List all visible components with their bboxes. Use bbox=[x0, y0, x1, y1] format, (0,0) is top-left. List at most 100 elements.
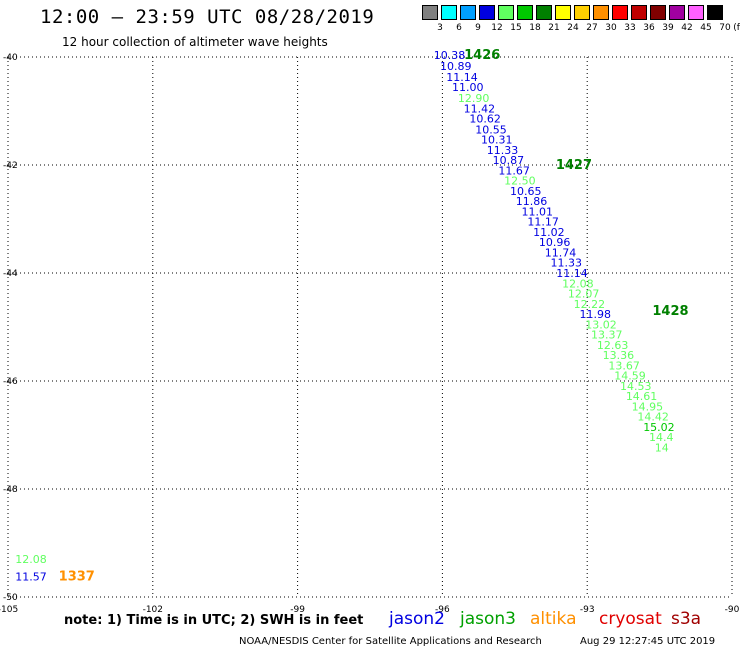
wave-height-value: 14.4 bbox=[649, 431, 674, 444]
footer-timestamp: Aug 29 12:27:45 UTC 2019 bbox=[580, 636, 716, 647]
legend-label: 45 bbox=[700, 23, 712, 33]
units-note: note: 1) Time is in UTC; 2) SWH is in fe… bbox=[64, 613, 364, 628]
y-tick-label: -50 bbox=[3, 593, 18, 603]
legend-label: 18 bbox=[529, 23, 541, 33]
legend-label: 30 bbox=[605, 23, 617, 33]
pass-number-label: 1428 bbox=[652, 304, 688, 319]
legend-label: 33 bbox=[624, 23, 636, 33]
legend-swatch bbox=[707, 5, 723, 20]
wave-height-value: 10.55 bbox=[475, 123, 507, 136]
legend-label: 24 bbox=[567, 23, 579, 33]
wave-height-value: 12.63 bbox=[597, 339, 629, 352]
y-tick-label: -48 bbox=[3, 485, 18, 495]
legend-swatch bbox=[631, 5, 647, 20]
y-tick-label: -44 bbox=[3, 269, 18, 279]
legend-swatch bbox=[612, 5, 628, 20]
pass-number-label: 1426 bbox=[464, 48, 500, 63]
legend-label: 36 bbox=[643, 23, 655, 33]
wave-height-value: 13.02 bbox=[585, 318, 617, 331]
wave-height-value: 10.89 bbox=[440, 60, 472, 73]
legend-swatch bbox=[650, 5, 666, 20]
x-tick-label: -93 bbox=[580, 605, 595, 615]
wave-height-value: 10.38 bbox=[434, 49, 466, 62]
wave-height-value: 11.67 bbox=[498, 164, 530, 177]
satellite-jason3-label: jason3 bbox=[460, 609, 516, 629]
satellite-cryosat-label: cryosat bbox=[599, 609, 662, 629]
pass-number-label: 1337 bbox=[59, 569, 95, 584]
x-tick-label: -105 bbox=[0, 605, 18, 615]
wave-height-value: 14.59 bbox=[614, 370, 646, 383]
legend-swatch bbox=[688, 5, 704, 20]
wave-height-value: 11.14 bbox=[556, 267, 588, 280]
legend-label: 3 bbox=[437, 23, 443, 33]
legend-swatch bbox=[555, 5, 571, 20]
x-tick-label: -90 bbox=[725, 605, 740, 615]
wave-height-value: 11.02 bbox=[533, 226, 565, 239]
wave-height-value: 13.37 bbox=[591, 329, 623, 342]
wave-height-value: 12.90 bbox=[458, 92, 490, 105]
wave-height-value: 14.53 bbox=[620, 380, 652, 393]
legend-label: 70 bbox=[719, 23, 731, 33]
wave-height-value: 10.62 bbox=[469, 113, 501, 126]
wave-height-value: 12.07 bbox=[568, 288, 600, 301]
wave-height-value: 11.57 bbox=[15, 570, 46, 583]
pass-number-label: 1427 bbox=[556, 158, 592, 173]
wave-height-value: 10.96 bbox=[539, 236, 571, 249]
wave-height-value: 14.42 bbox=[637, 411, 669, 424]
legend-swatch bbox=[593, 5, 609, 20]
wave-height-value: 11.14 bbox=[446, 71, 478, 84]
wave-height-value: 12.08 bbox=[15, 553, 46, 566]
wave-height-value: 11.98 bbox=[579, 308, 611, 321]
y-tick-label: -46 bbox=[3, 377, 18, 387]
map-title: 12:00 – 23:59 UTC 08/28/2019 bbox=[40, 6, 375, 28]
legend-swatch bbox=[479, 5, 495, 20]
legend-unit: (ft) bbox=[733, 23, 740, 33]
wave-height-value: 11.86 bbox=[516, 195, 548, 208]
legend-swatch bbox=[574, 5, 590, 20]
legend-swatch bbox=[422, 5, 438, 20]
wave-height-value: 13.67 bbox=[608, 359, 640, 372]
y-tick-label: -40 bbox=[3, 53, 18, 63]
wave-height-value: 11.00 bbox=[452, 81, 484, 94]
legend-label: 27 bbox=[586, 23, 598, 33]
wave-height-value: 15.02 bbox=[643, 421, 675, 434]
x-tick-label: -96 bbox=[435, 605, 450, 615]
wave-height-value: 11.74 bbox=[545, 246, 577, 259]
wave-height-value: 11.17 bbox=[527, 216, 559, 229]
wave-height-value: 10.31 bbox=[481, 134, 512, 147]
legend-swatch bbox=[669, 5, 685, 20]
wave-height-value: 14.95 bbox=[632, 400, 664, 413]
legend-swatch bbox=[536, 5, 552, 20]
legend-label: 21 bbox=[548, 23, 560, 33]
y-tick-label: -42 bbox=[3, 161, 18, 171]
map-subtitle: 12 hour collection of altimeter wave hei… bbox=[62, 35, 328, 49]
wave-height-value: 13.36 bbox=[603, 349, 635, 362]
wave-height-value: 14.61 bbox=[626, 390, 658, 403]
satellite-jason2-label: jason2 bbox=[389, 609, 445, 629]
legend-label: 9 bbox=[475, 23, 481, 33]
wave-height-value: 12.08 bbox=[562, 277, 594, 290]
legend-label: 15 bbox=[510, 23, 522, 33]
wave-height-value: 10.65 bbox=[510, 185, 542, 198]
wave-height-value: 14 bbox=[655, 441, 669, 454]
legend-swatch bbox=[498, 5, 514, 20]
satellite-altika-label: altika bbox=[530, 609, 577, 629]
legend-swatch bbox=[441, 5, 457, 20]
legend-swatch bbox=[517, 5, 533, 20]
legend-label: 42 bbox=[681, 23, 693, 33]
wave-height-value: 10.87 bbox=[493, 154, 524, 167]
legend-label: 39 bbox=[662, 23, 674, 33]
wave-height-value: 11.33 bbox=[487, 144, 518, 157]
x-tick-label: -99 bbox=[290, 605, 305, 615]
wave-height-value: 11.01 bbox=[522, 205, 554, 218]
footer-credit: NOAA/NESDIS Center for Satellite Applica… bbox=[239, 636, 542, 647]
wave-height-value: 12.50 bbox=[504, 175, 536, 188]
satellite-s3a-label: s3a bbox=[671, 609, 702, 629]
wave-height-value: 12.22 bbox=[574, 298, 606, 311]
x-tick-label: -102 bbox=[143, 605, 163, 615]
wave-height-value: 11.42 bbox=[464, 102, 496, 115]
legend-label: 12 bbox=[491, 23, 503, 33]
legend-label: 6 bbox=[456, 23, 462, 33]
legend-swatch bbox=[460, 5, 476, 20]
